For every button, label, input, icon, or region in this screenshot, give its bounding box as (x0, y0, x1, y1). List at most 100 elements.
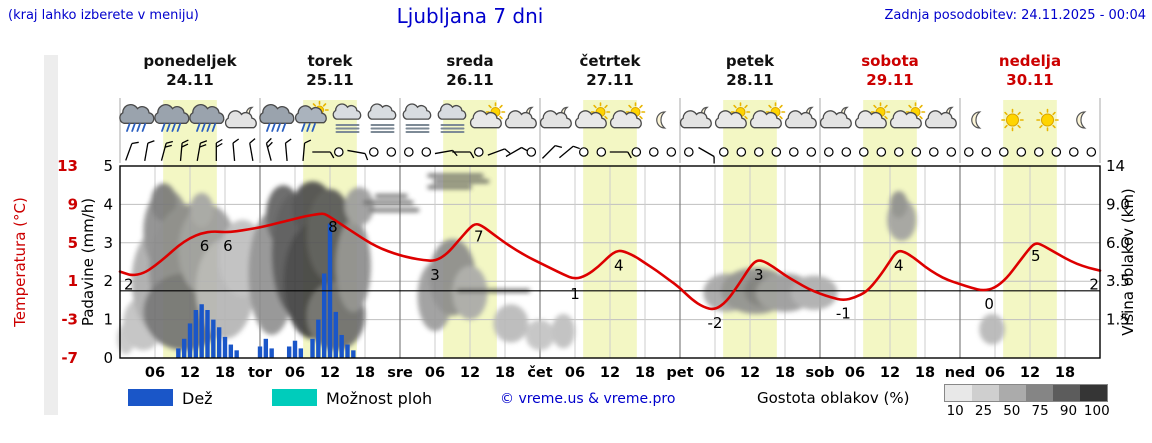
svg-text:1: 1 (68, 272, 78, 290)
svg-text:06: 06 (705, 365, 725, 381)
wind-barb-icon (196, 140, 208, 161)
showers-swatch (272, 389, 317, 406)
svg-text:ned: ned (945, 365, 976, 381)
calm-wind-icon (403, 147, 414, 157)
svg-text:3: 3 (103, 234, 113, 252)
calm-wind-icon (1034, 147, 1044, 157)
fog-icon (332, 103, 362, 133)
calm-wind-icon (806, 147, 817, 157)
svg-text:4: 4 (614, 256, 624, 274)
calm-wind-icon (946, 147, 957, 157)
calm-wind-icon (421, 147, 432, 157)
day-header-četrtek: četrtek 27.11 (579, 52, 641, 89)
svg-text:čet: čet (527, 365, 552, 381)
svg-text:-1: -1 (836, 304, 851, 322)
wind-barb-icon (347, 149, 369, 161)
svg-text:pet: pet (666, 365, 693, 381)
svg-text:1: 1 (103, 311, 113, 329)
cloud-moon-icon (784, 106, 817, 129)
last-updated: Zadnja posodobitev: 24.11.2025 - 00:04 (884, 8, 1146, 23)
fog-icon (402, 103, 432, 133)
svg-text:9.0: 9.0 (1106, 195, 1130, 213)
menu-hint: (kraj lahko izberete v meniju) (8, 8, 199, 23)
svg-text:0: 0 (103, 349, 113, 367)
day-header-sobota: sobota 29.11 (861, 52, 919, 89)
svg-text:-3: -3 (61, 311, 78, 329)
svg-text:12: 12 (600, 365, 620, 381)
sun-cloud-icon (889, 102, 926, 129)
svg-text:3: 3 (430, 266, 440, 284)
sun-icon (1036, 108, 1059, 132)
calm-wind-icon (841, 147, 852, 157)
svg-text:2: 2 (1089, 276, 1099, 294)
day-header-torek: torek 25.11 (306, 52, 354, 89)
fog-icon (367, 103, 397, 133)
svg-text:sre: sre (387, 365, 413, 381)
day-header-sreda: sreda 26.11 (446, 52, 494, 89)
sun-icon (1001, 108, 1024, 132)
cloud-density-scale (944, 384, 1108, 402)
wind-barb-icon (558, 145, 580, 159)
calm-wind-icon (736, 147, 747, 157)
rain-icon (189, 104, 225, 132)
svg-text:tor: tor (248, 365, 273, 381)
calm-wind-icon (753, 147, 764, 157)
sun-cloud-icon (574, 102, 611, 129)
cloud-moon-icon (224, 106, 257, 129)
svg-text:06: 06 (985, 365, 1005, 381)
svg-text:0: 0 (984, 295, 994, 313)
sun-cloud-icon (749, 102, 786, 129)
cloud-moon-icon (679, 106, 712, 129)
svg-text:12: 12 (320, 365, 340, 381)
calm-wind-icon (578, 147, 589, 157)
svg-text:4: 4 (894, 256, 904, 274)
svg-text:18: 18 (1055, 365, 1075, 381)
calm-wind-icon (998, 147, 1009, 157)
cloud-moon-icon (924, 106, 957, 129)
svg-text:18: 18 (775, 365, 795, 381)
calm-wind-icon (911, 147, 922, 157)
svg-text:7: 7 (474, 228, 484, 246)
wind-barb-icon (179, 139, 189, 162)
calm-wind-icon (368, 147, 379, 157)
left-gutter (44, 55, 58, 415)
svg-text:12: 12 (880, 365, 900, 381)
svg-text:1: 1 (570, 285, 580, 303)
calm-wind-icon (596, 147, 607, 157)
calm-wind-icon (666, 147, 677, 157)
svg-text:6.0: 6.0 (1106, 234, 1130, 252)
fog-icon (437, 103, 467, 133)
svg-text:18: 18 (495, 365, 515, 381)
day-header-petek: petek 28.11 (725, 52, 775, 89)
cloud-moon-icon (539, 106, 572, 129)
svg-text:18: 18 (635, 365, 655, 381)
cloud-moon-icon (819, 106, 852, 129)
svg-text:06: 06 (285, 365, 305, 381)
wind-barb-icon (609, 151, 632, 159)
wind-barb-icon (434, 149, 458, 157)
calm-wind-icon (928, 147, 939, 157)
calm-wind-icon (1069, 147, 1079, 157)
calm-wind-icon (1051, 147, 1062, 157)
calm-wind-icon (1016, 147, 1027, 157)
credit-link[interactable]: © vreme.us & vreme.pro (500, 391, 676, 407)
moon-icon (1076, 111, 1087, 129)
wind-barb-icon (144, 140, 155, 161)
cloud-moon-icon (504, 106, 537, 129)
calm-wind-icon (858, 147, 869, 157)
svg-text:12: 12 (740, 365, 760, 381)
calm-wind-icon (893, 147, 904, 157)
density-tick: 90 (1059, 403, 1078, 419)
sun-cloud-icon (609, 102, 646, 129)
calm-wind-icon (648, 147, 659, 157)
svg-text:-7: -7 (61, 349, 78, 367)
svg-text:6: 6 (223, 237, 233, 255)
showers-legend-label: Možnost ploh (326, 389, 433, 408)
svg-text:5: 5 (103, 157, 113, 175)
svg-text:18: 18 (915, 365, 935, 381)
wind-barb-icon (160, 140, 174, 161)
svg-text:6: 6 (200, 237, 210, 255)
calm-wind-icon (788, 147, 799, 157)
